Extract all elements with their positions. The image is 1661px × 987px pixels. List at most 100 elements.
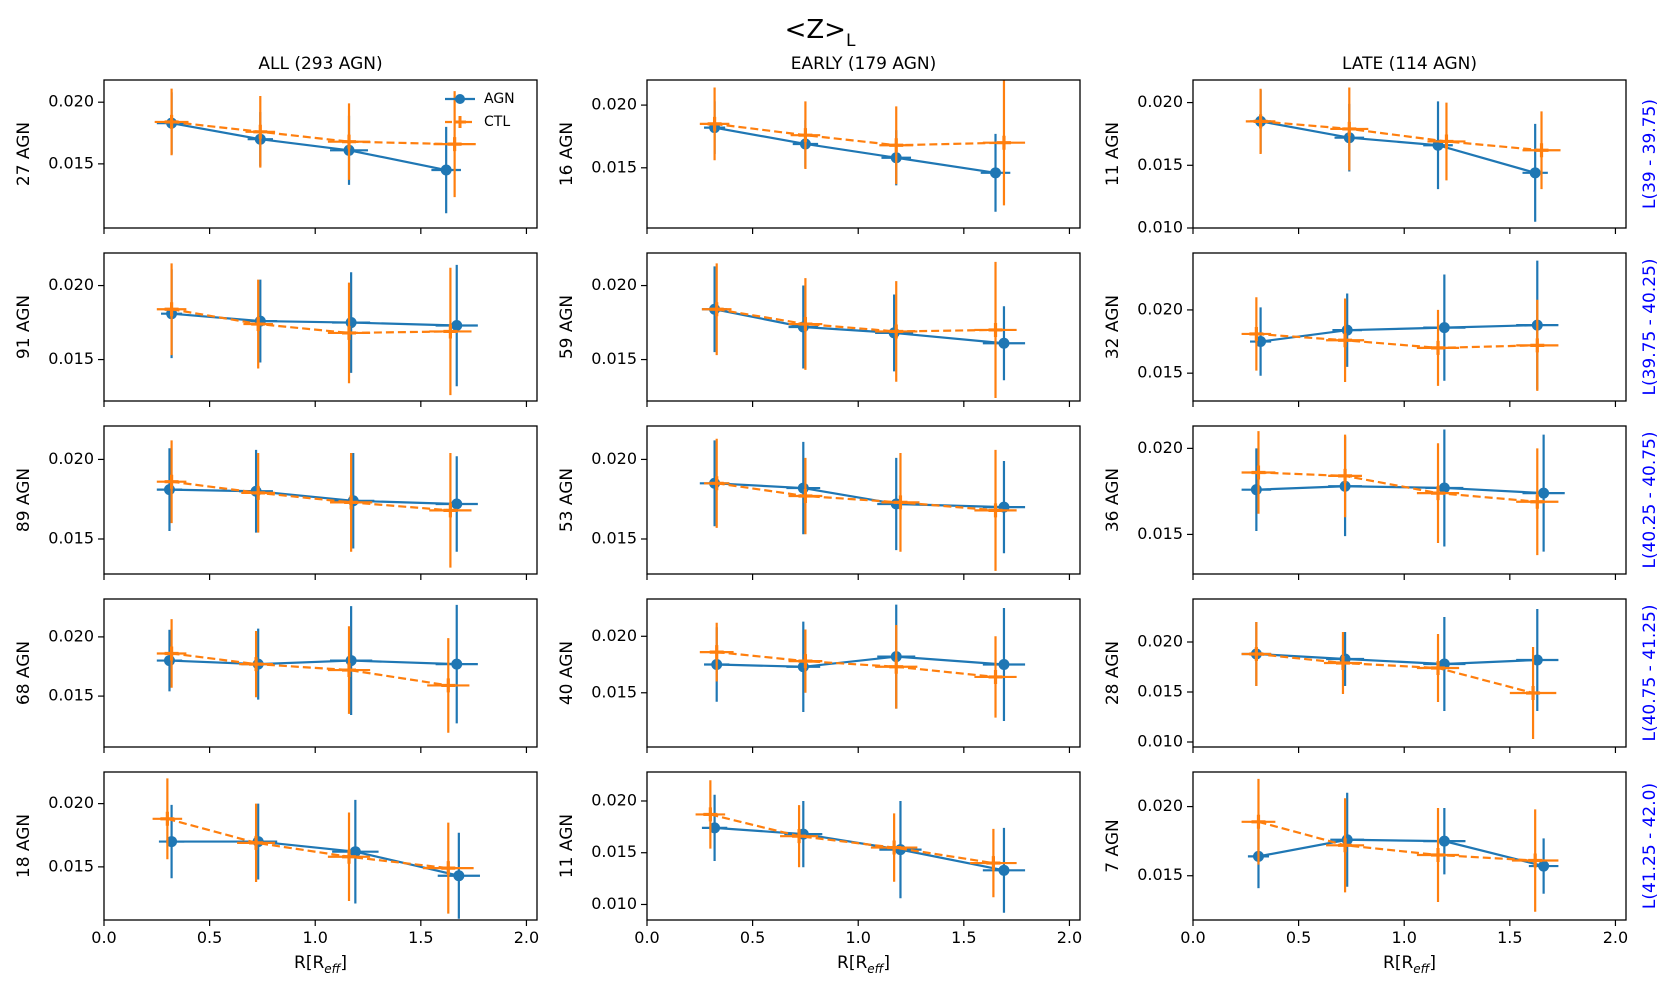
data-point [986, 856, 1001, 871]
panel-frame [1192, 252, 1627, 402]
y-axis-label: 68 AGN [14, 641, 34, 705]
series-line [716, 651, 996, 679]
panel: 0.010 0.015 0.020 28 AGN [1103, 598, 1627, 753]
data-point [345, 655, 357, 667]
panel: 0.015 0.020 68 AGN [14, 598, 538, 753]
data-point [344, 495, 359, 510]
agn-series [704, 604, 1026, 722]
panel-frame [1192, 425, 1627, 575]
data-point [249, 657, 264, 672]
ctl-series [699, 622, 1017, 718]
data-point [253, 124, 268, 139]
data-point [451, 498, 463, 510]
row-label: L(40.75 - 41.25) [1640, 604, 1660, 741]
y-axis-label: 7 AGN [1103, 819, 1123, 872]
panel-frame [103, 425, 538, 575]
panel-frame [646, 771, 1081, 921]
data-point [990, 167, 1002, 179]
legend-marker [455, 94, 465, 104]
data-point [889, 659, 904, 674]
series-line [714, 126, 996, 174]
y-axis-label: 89 AGN [14, 468, 34, 532]
series-line [171, 652, 449, 687]
data-point [1538, 487, 1550, 499]
data-point [1338, 468, 1353, 483]
ctl-series [1245, 87, 1561, 190]
data-point [1338, 333, 1353, 348]
x-tick-label: 0.0 [1180, 928, 1205, 947]
series-line [716, 308, 996, 333]
y-axis-label: 32 AGN [1103, 295, 1123, 359]
ctl-series [704, 438, 1017, 571]
y-tick-label: 0.015 [1137, 524, 1183, 543]
data-point [166, 836, 178, 848]
data-point [707, 116, 722, 131]
column-title: LATE (114 AGN) [1342, 54, 1477, 74]
data-point [441, 678, 456, 693]
data-point [249, 835, 264, 850]
figure-title-main: <Z> [785, 15, 846, 45]
x-axis-label: R[Reff] [294, 953, 347, 976]
data-point [163, 655, 175, 667]
agn-series [156, 92, 461, 214]
y-tick-label: 0.020 [591, 449, 637, 468]
y-tick-label: 0.015 [591, 682, 637, 701]
agn-series [701, 266, 1026, 381]
ctl-series [1241, 622, 1557, 739]
data-point [996, 135, 1011, 150]
data-point [709, 645, 724, 660]
data-point [1531, 654, 1543, 666]
agn-series [1250, 260, 1559, 390]
legend-marker [454, 116, 466, 128]
y-axis-label: 16 AGN [557, 122, 577, 186]
x-axis-label: R[Reff] [837, 953, 890, 976]
data-point [451, 658, 463, 670]
y-axis-label: 36 AGN [1103, 468, 1123, 532]
x-tick-label: 0.5 [1286, 928, 1311, 947]
panel: 0.015 0.020 16 AGN [557, 79, 1081, 234]
panels-grid: ALL (293 AGN) EARLY (179 AGN) LATE (114 AG… [14, 54, 1660, 976]
legend: AGN CTL [445, 91, 515, 130]
data-point [342, 849, 357, 864]
x-tick-label: 1.5 [408, 928, 433, 947]
data-point [998, 337, 1010, 349]
panel-frame [103, 771, 538, 921]
agn-series [156, 604, 478, 724]
series-line [1260, 120, 1536, 174]
data-point [887, 840, 902, 855]
y-tick-label: 0.010 [1137, 732, 1183, 751]
y-tick-label: 0.020 [1137, 438, 1183, 457]
data-point [1251, 814, 1266, 829]
y-axis-label: 40 AGN [557, 641, 577, 705]
panel: 0.015 0.020 32 AGN [1103, 252, 1627, 407]
y-tick-label: 0.015 [1137, 155, 1183, 174]
data-point [798, 489, 813, 504]
panel: 0.015 0.020 18 AGN 0.0 0.5 1.0 1.5 2.0 R[Reff] [14, 771, 539, 976]
data-point [797, 482, 809, 494]
panel: 0.015 0.020 7 AGN 0.0 0.5 1.0 1.5 2.0 R[Reff] [1103, 771, 1628, 976]
data-point [1438, 835, 1450, 847]
ctl-series [156, 619, 470, 733]
data-point [1250, 484, 1262, 496]
x-tick-label: 0.5 [740, 928, 765, 947]
data-point [798, 128, 813, 143]
figure-title: <Z>L [785, 15, 856, 51]
series-line [714, 826, 1005, 872]
data-point [709, 822, 721, 834]
agn-series [161, 264, 478, 387]
y-tick-label: 0.015 [591, 349, 637, 368]
data-point [1534, 143, 1549, 158]
y-tick-label: 0.015 [591, 157, 637, 176]
series-line [1258, 820, 1536, 862]
data-point [1538, 860, 1550, 872]
data-point [709, 302, 724, 317]
data-point [988, 669, 1003, 684]
series-line [171, 308, 451, 335]
data-point [1438, 322, 1450, 334]
y-tick-label: 0.020 [591, 275, 637, 294]
panel: 0.015 0.020 36 AGN [1103, 425, 1627, 580]
y-tick-label: 0.015 [591, 842, 637, 861]
series-line [1260, 324, 1538, 343]
data-point [251, 485, 266, 500]
